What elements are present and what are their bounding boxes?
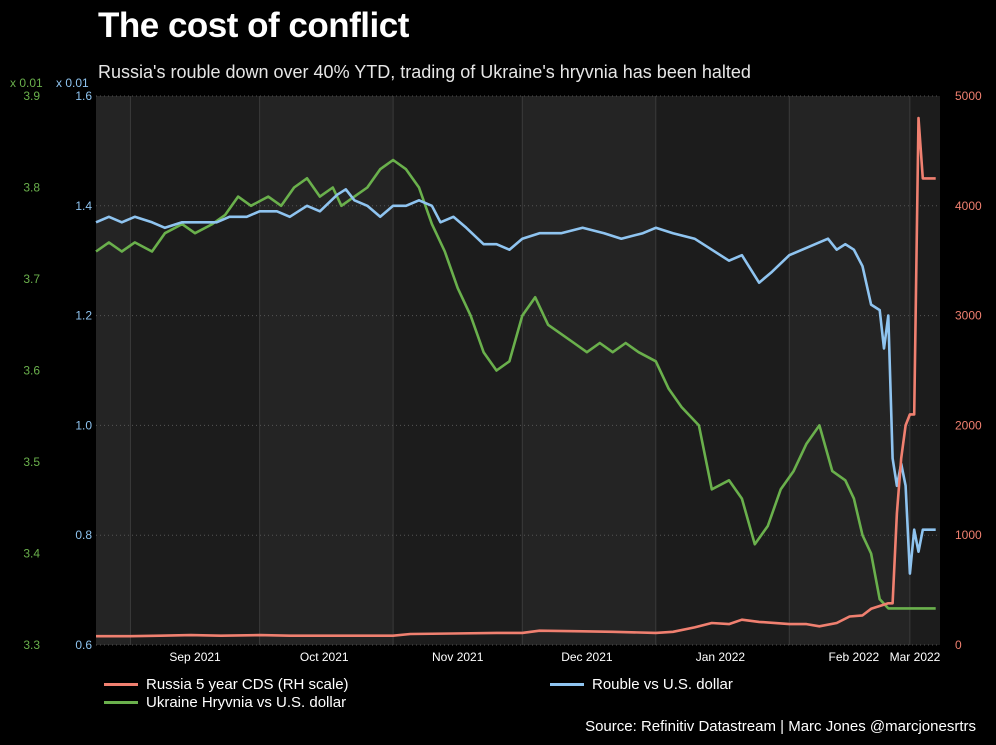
hryvnia-tick-label: 3.6: [23, 364, 40, 378]
legend-label-cds: Russia 5 year CDS (RH scale): [146, 676, 349, 693]
chart-subtitle: Russia's rouble down over 40% YTD, tradi…: [98, 62, 751, 82]
legend-swatch-hryvnia: [104, 701, 138, 704]
cds-tick-label: 1000: [955, 528, 982, 542]
hryvnia-tick-label: 3.5: [23, 455, 40, 469]
rouble-tick-label: 0.8: [75, 528, 92, 542]
legend-swatch-cds: [104, 683, 138, 686]
x-tick-label: Dec 2021: [561, 650, 613, 664]
cds-tick-label: 4000: [955, 199, 982, 213]
cds-tick-label: 0: [955, 638, 962, 652]
legend-item-cds: Russia 5 year CDS (RH scale): [104, 676, 349, 693]
rouble-tick-label: 1.2: [75, 309, 92, 323]
cds-tick-label: 2000: [955, 418, 982, 432]
source-note: Source: Refinitiv Datastream | Marc Jone…: [585, 718, 976, 735]
cds-series-line: [96, 116, 936, 638]
month-band: [259, 96, 394, 645]
cds-tick-label: 3000: [955, 309, 982, 323]
x-tick-label: Jan 2022: [696, 650, 746, 664]
rouble-series-line: [95, 188, 936, 575]
hryvnia-tick-label: 3.9: [23, 89, 40, 103]
cds-tick-label: 5000: [955, 89, 982, 103]
rouble-tick-label: 1.6: [75, 89, 92, 103]
rouble-tick-label: 1.4: [75, 199, 92, 213]
x-tick-label: Sep 2021: [169, 650, 221, 664]
rouble-tick-label: 0.6: [75, 638, 92, 652]
rouble-tick-label: 1.0: [75, 418, 92, 432]
chart-title: The cost of conflict: [98, 6, 409, 45]
hryvnia-tick-label: 3.7: [23, 272, 40, 286]
hryvnia-tick-label: 3.8: [23, 181, 40, 195]
legend-item-hryvnia: Ukraine Hryvnia vs U.S. dollar: [104, 694, 346, 711]
hryvnia-tick-label: 3.3: [23, 638, 40, 652]
x-tick-label: Nov 2021: [432, 650, 484, 664]
legend-label-rouble: Rouble vs U.S. dollar: [592, 676, 733, 693]
x-tick-label: Oct 2021: [300, 650, 349, 664]
month-band: [96, 96, 131, 645]
x-tick-label: Mar 2022: [890, 650, 941, 664]
legend-label-hryvnia: Ukraine Hryvnia vs U.S. dollar: [146, 694, 347, 711]
legend-item-rouble: Rouble vs U.S. dollar: [550, 676, 733, 693]
hryvnia-series-line: [95, 158, 936, 610]
rouble-axis-multiplier: x 0.01: [56, 76, 89, 90]
x-tick-label: Feb 2022: [829, 650, 880, 664]
hryvnia-tick-label: 3.4: [23, 547, 40, 561]
line-chart: 3.3 3.4 3.5 3.6 3.7 3.8 3.9 0.6 0.8 1.0 1.2 1.4 1.6 0…: [23, 89, 982, 664]
month-band: [789, 96, 910, 645]
hryvnia-axis-multiplier: x 0.01: [10, 76, 43, 90]
legend-swatch-rouble: [550, 683, 584, 686]
month-band: [522, 96, 656, 645]
